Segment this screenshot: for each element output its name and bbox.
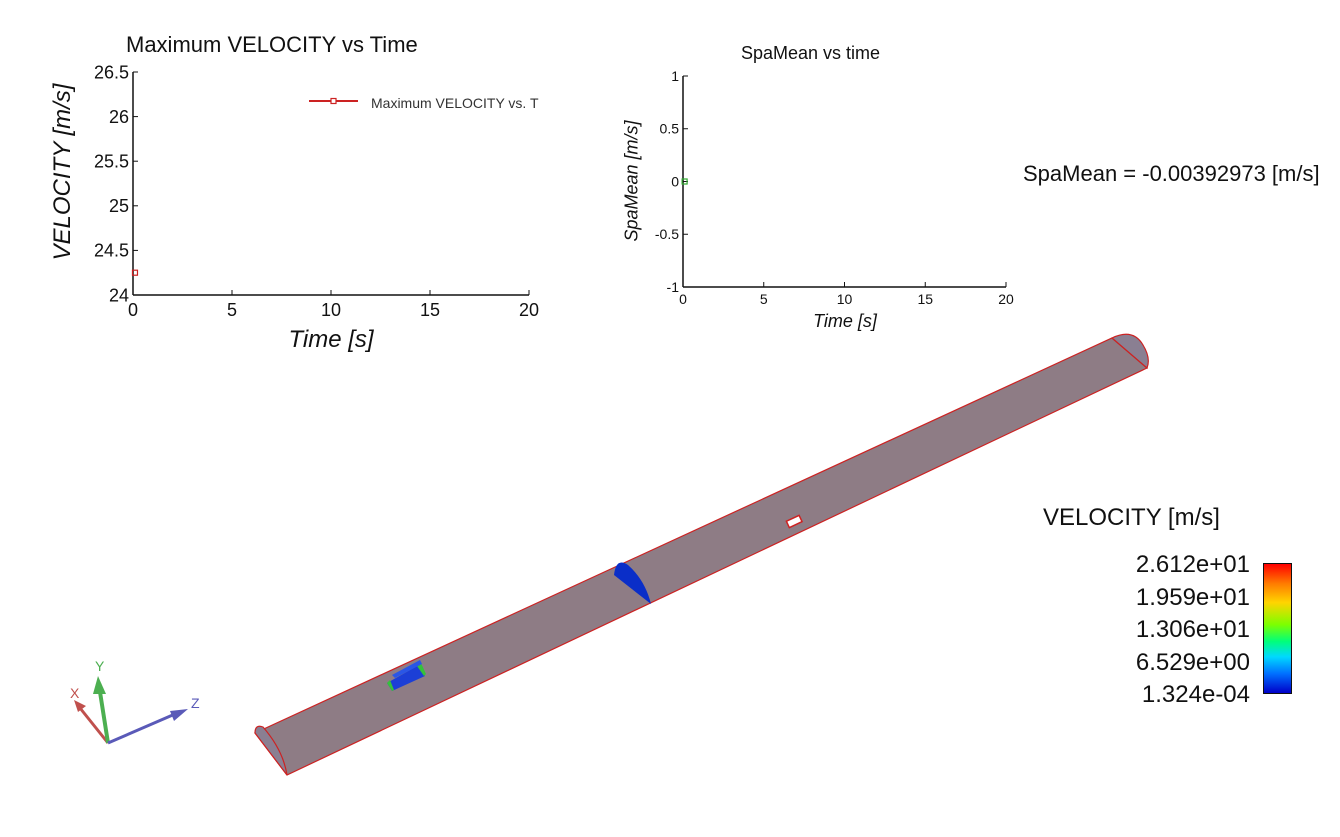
legend-entry-label: Maximum VELOCITY vs. T	[371, 95, 539, 111]
x-axis-arrow	[74, 700, 110, 744]
pipe-end-cap-far	[1110, 333, 1149, 370]
chart2-title: SpaMean vs time	[741, 43, 881, 63]
y-tick-label: 26.5	[94, 62, 129, 82]
obstacle-block	[387, 660, 426, 691]
spamean-readout: SpaMean = -0.00392973 [m/s]	[1023, 161, 1320, 186]
legend-swatch-marker	[330, 97, 337, 105]
chart2-xlabel: Time [s]	[813, 311, 877, 331]
data-point	[681, 178, 688, 185]
y-tick-label: 0	[671, 173, 679, 189]
chart1-title: Maximum VELOCITY vs Time	[126, 32, 418, 57]
x-axis-label: X	[70, 685, 80, 701]
legend-label-max: 2.612e+01	[1135, 551, 1250, 578]
y-tick-label: 25	[109, 196, 129, 216]
legend-label-3: 1.306e+01	[1135, 616, 1250, 643]
x-tick-label: 5	[760, 291, 768, 307]
velocity-slice-plane	[614, 562, 651, 604]
x-tick-label: 20	[998, 291, 1014, 307]
y-tick-label: -1	[667, 279, 680, 295]
y-axis-label: Y	[95, 658, 105, 674]
velocity-legend-labels: 2.612e+01 1.959e+01 1.306e+01 6.529e+00 …	[1100, 549, 1250, 712]
x-tick-label: 0	[679, 291, 687, 307]
velocity-legend-title: VELOCITY [m/s]	[1043, 504, 1220, 531]
axes-triad: X Y Z	[70, 658, 200, 745]
legend-label-min: 1.324e-04	[1141, 681, 1250, 708]
y-tick-label: 25.5	[94, 152, 129, 172]
chart1-plot: 0 5 10 15 20 24 24.5 25 25.5 26 26.5 Maximum VELOCI…	[94, 62, 539, 320]
legend-label-2: 1.959e+01	[1135, 583, 1250, 611]
data-point	[131, 269, 139, 276]
y-tick-label: 0.5	[660, 121, 680, 137]
pipe-end-cap-near	[254, 725, 288, 776]
probe-box	[785, 514, 804, 529]
legend-label-4: 6.529e+00	[1135, 648, 1250, 676]
y-tick-label: 1	[671, 68, 679, 84]
y-tick-label: 26	[109, 107, 129, 127]
x-tick-label: 10	[321, 300, 341, 320]
velocity-color-bar	[1263, 563, 1292, 694]
y-tick-label: -0.5	[655, 226, 679, 242]
x-tick-label: 0	[128, 300, 138, 320]
x-tick-label: 15	[917, 291, 933, 307]
z-axis-label: Z	[191, 695, 200, 711]
x-tick-label: 5	[227, 300, 237, 320]
x-tick-label: 20	[519, 300, 539, 320]
x-tick-label: 15	[420, 300, 440, 320]
y-tick-label: 24	[109, 285, 129, 305]
chart1-xlabel: Time [s]	[288, 326, 374, 353]
pipe-body	[254, 337, 1149, 776]
y-tick-label: 24.5	[94, 241, 129, 261]
y-axis-arrow	[93, 676, 110, 744]
x-tick-label: 10	[837, 291, 853, 307]
z-axis-arrow	[107, 709, 188, 745]
chart2-plot: 0 5 10 15 20 -1 -0.5 0 0.5 1	[655, 68, 1014, 307]
